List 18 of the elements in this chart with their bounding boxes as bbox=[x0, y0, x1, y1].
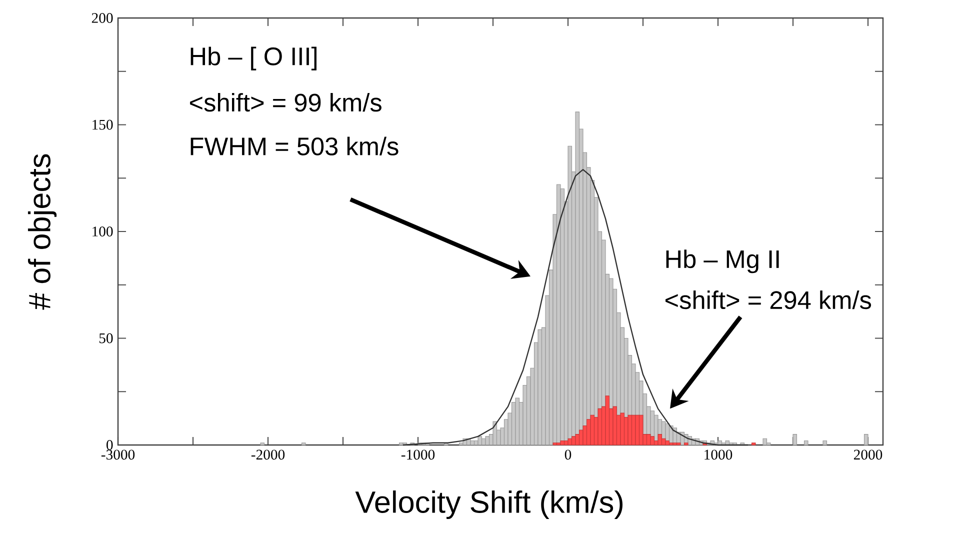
y-tick-label: 100 bbox=[92, 226, 113, 236]
y-tick-label: 50 bbox=[99, 333, 113, 344]
y-tick-label: 150 bbox=[92, 120, 113, 130]
annotation: FWHM = 503 km/s bbox=[190, 136, 398, 156]
y-axis-title: # of objects bbox=[28, 154, 57, 310]
x-tick-label: 1000 bbox=[704, 450, 732, 460]
annotation: Hb – Mg II bbox=[666, 250, 779, 274]
y-tick-label: 0 bbox=[106, 440, 113, 450]
annotation: Hb – [ O III] bbox=[190, 46, 316, 70]
x-axis-title: Velocity Shift (km/s) bbox=[355, 490, 622, 520]
annotation: <shift> = 294 km/s bbox=[666, 290, 872, 310]
x-tick-label: -1000 bbox=[401, 450, 435, 460]
x-tick-label: 0 bbox=[564, 450, 572, 460]
y-tick-label: 200 bbox=[92, 13, 113, 23]
annotation: <shift> = 99 km/s bbox=[190, 93, 382, 112]
x-tick-label: -2000 bbox=[251, 450, 285, 460]
x-tick-label: 2000 bbox=[854, 450, 882, 460]
x-tick-label: -3000 bbox=[101, 450, 135, 460]
